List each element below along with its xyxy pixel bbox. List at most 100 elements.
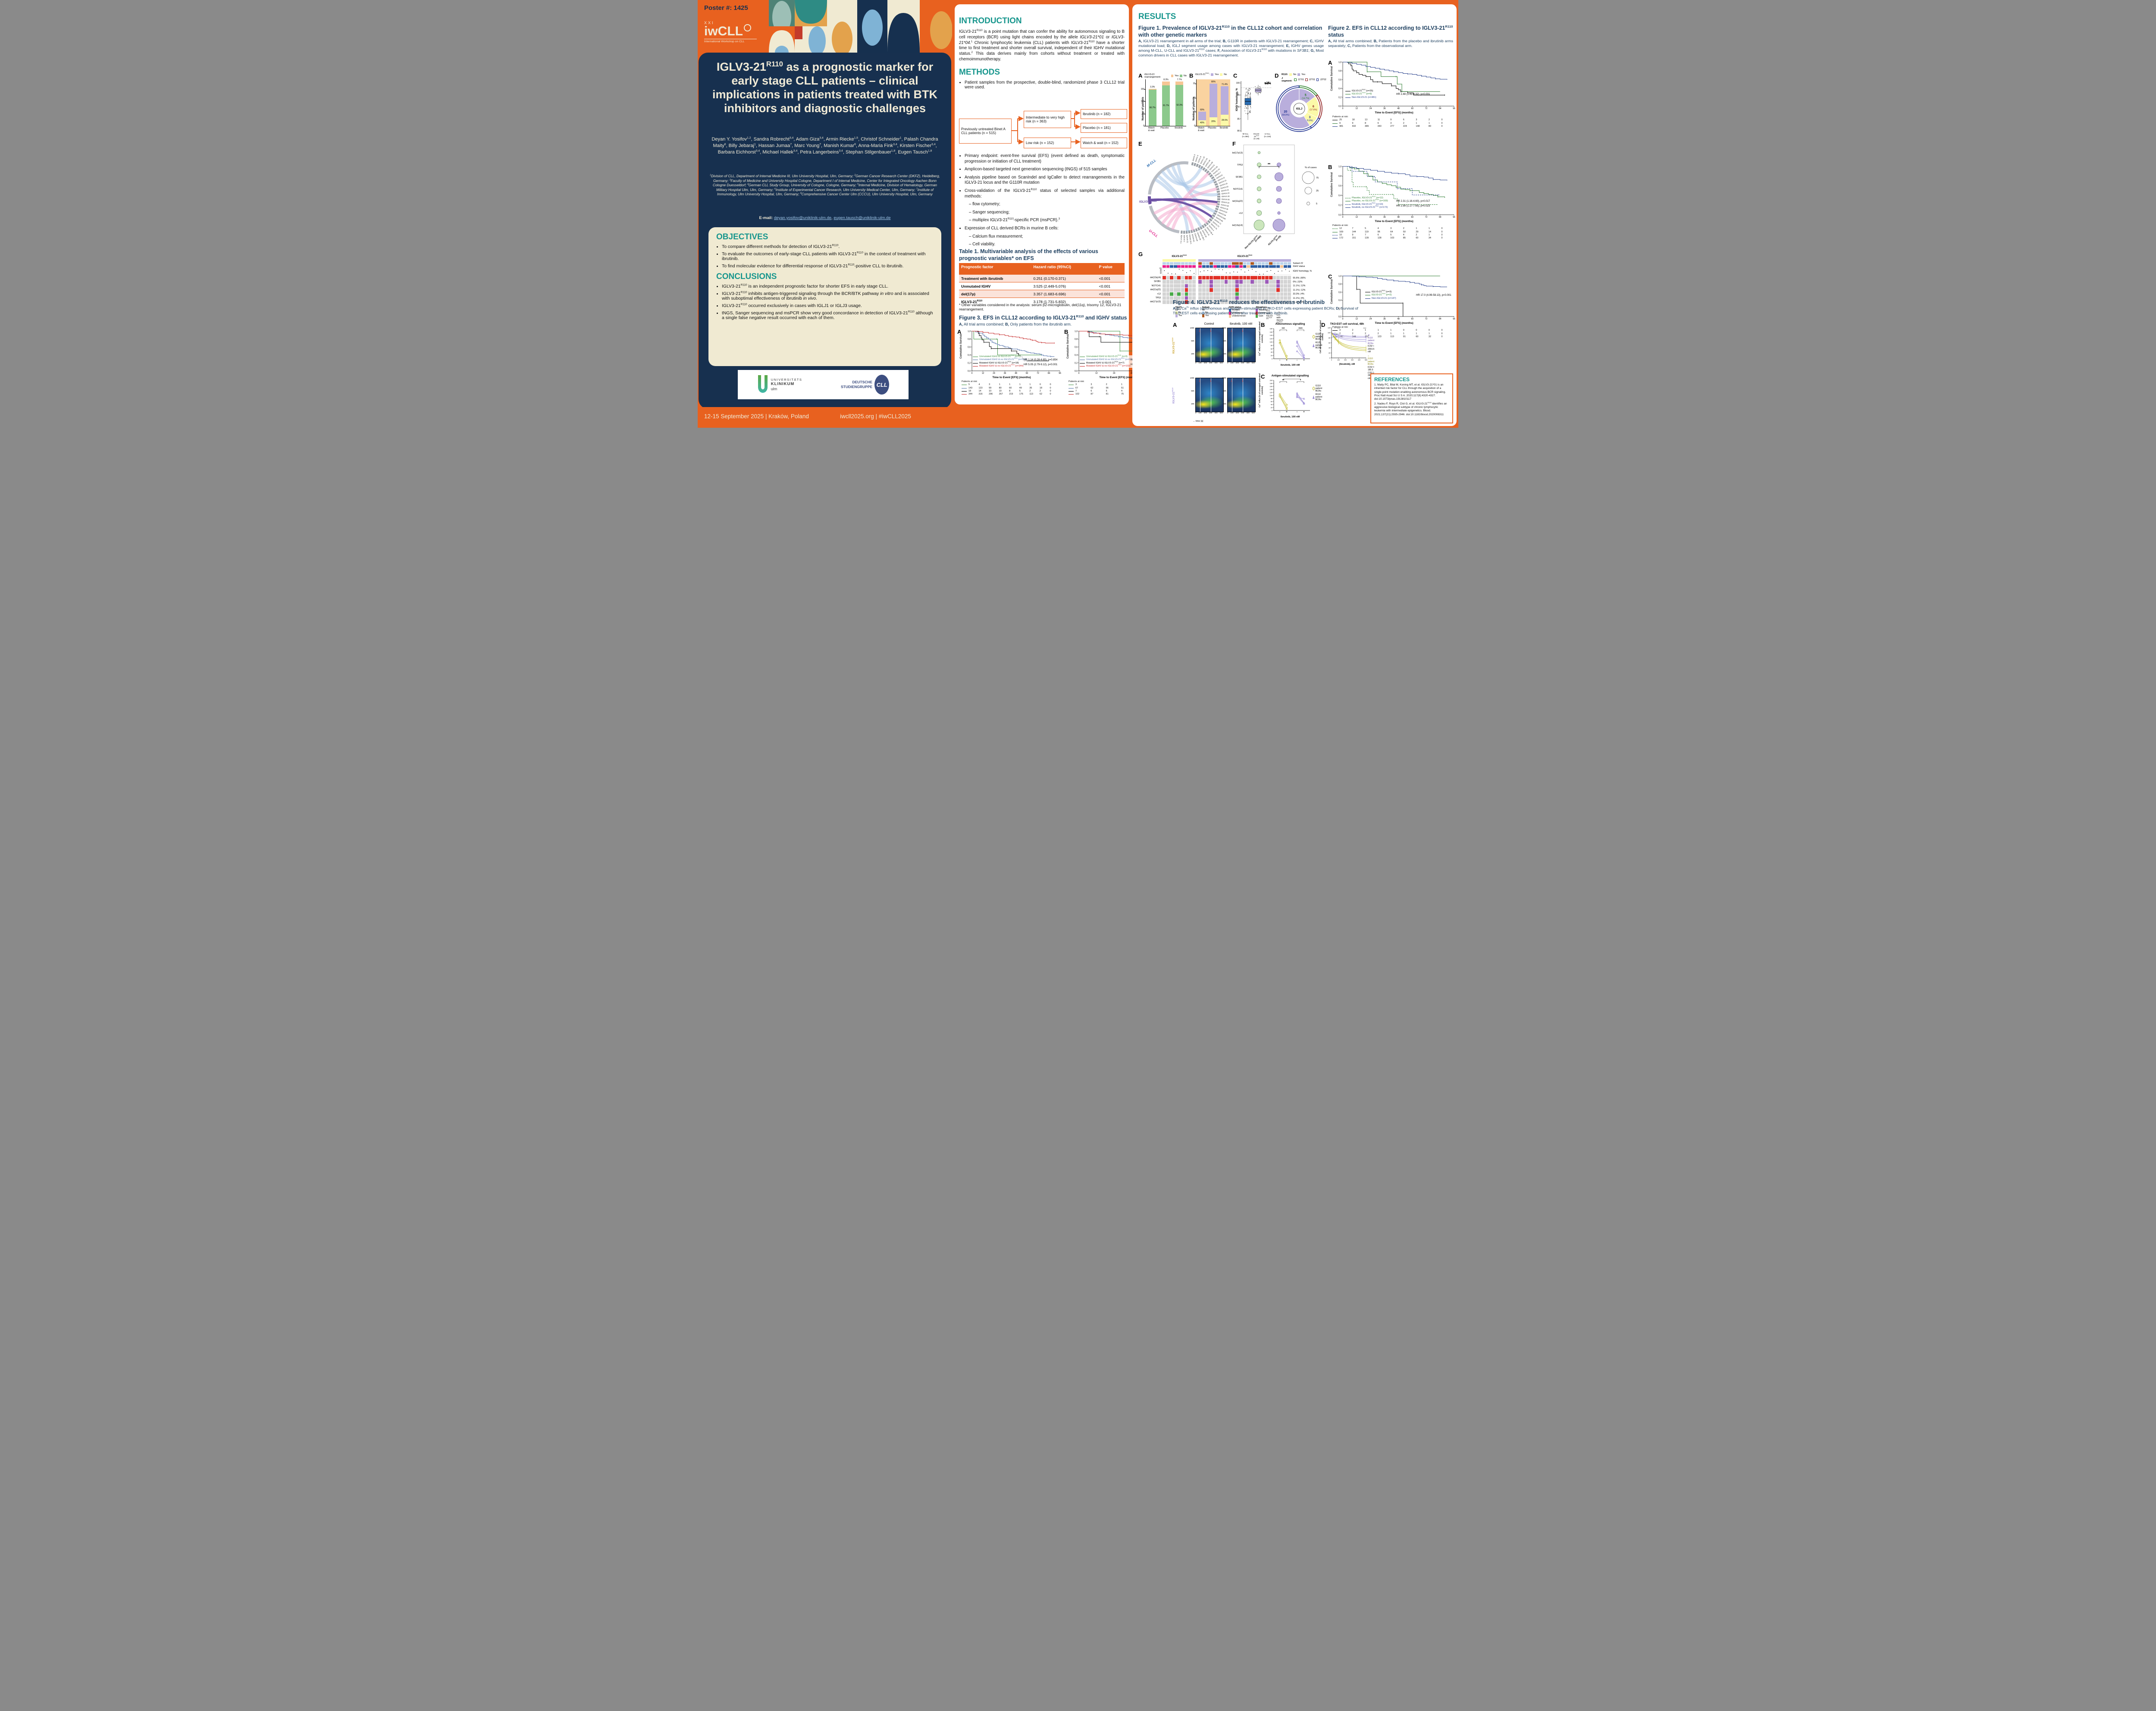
legend-swatch <box>1305 78 1308 81</box>
email-link-1[interactable]: deyan.yosifov@uniklinik-ulm.de <box>774 216 832 220</box>
risk-count: 0 <box>1050 389 1051 392</box>
chord-ribbon <box>1150 198 1212 218</box>
ighv-status-cell <box>1213 265 1217 268</box>
x-axis-label: Ibrutinib, 100 nM <box>1280 364 1300 367</box>
flow-placebo: Placebo (n = 181) <box>1081 123 1127 133</box>
figure3-panel-a: A 0,0 0,2 0,4 0,6 0,8 1,0 0 12 24 36 48 60 72 84 96 Cumu… <box>957 329 1061 403</box>
dcllsg-logo: DEUTSCHE STUDIENGRUPPE CLL <box>841 375 890 395</box>
group-header-r110: IGLV3-21R110 <box>1237 254 1253 258</box>
chart-text: 72 <box>1037 372 1039 375</box>
y-tick: 20K <box>1191 403 1194 405</box>
onco-row-percent: 11.1% | 4% <box>1293 297 1304 300</box>
onco-cell <box>1202 288 1206 292</box>
risk-count: 4 <box>1403 233 1404 236</box>
subset2-cell <box>1269 262 1272 265</box>
objective-item: To compare different methods for detecti… <box>722 244 934 249</box>
bar-yes-label: 80% <box>1211 80 1216 83</box>
chart-text: 0,6 <box>1338 291 1341 294</box>
homology-dot <box>1270 270 1271 271</box>
legend-entry: IGLV3-21R110 (n=25) <box>1345 89 1376 93</box>
chart-text: 0 <box>1078 372 1080 375</box>
slope-line <box>1297 341 1304 355</box>
risk-count: 0 <box>1428 329 1430 332</box>
header-collage <box>769 0 952 53</box>
chart-text: 100 <box>1328 332 1330 334</box>
x-tick: 200 <box>1203 412 1207 414</box>
legend-entry: R110 patient BCRs <box>1313 342 1324 349</box>
km-curve <box>1343 62 1448 80</box>
onco-cell <box>1221 292 1224 296</box>
legend-title: IGLV3-21R110: <box>1195 72 1210 76</box>
onco-cell <box>1181 280 1185 284</box>
onco-cell <box>1247 276 1250 280</box>
homology-dot <box>1207 270 1208 271</box>
homology-dot <box>1164 270 1165 271</box>
chart-text: 0 <box>1342 318 1344 320</box>
onco-cell <box>1198 292 1202 296</box>
onco-cell <box>1265 292 1269 296</box>
group-label-r110: IGLV3-21R110 <box>1139 200 1157 204</box>
x-axis-label: Time to Event [EFS] (months) <box>1099 376 1138 379</box>
onco-cell <box>1235 276 1239 280</box>
onco-cell <box>1269 280 1272 284</box>
onco-legend-item: Yes <box>1175 314 1182 317</box>
figure1-panel-g: G IGLV3-21G110 IGLV3-21R110 100 98 96 94 92 del(… <box>1138 251 1324 324</box>
homology-dot <box>1222 269 1223 270</box>
gene-label: IGHV4-59 <box>1194 233 1198 242</box>
methods-bullet: Primary endpoint: event-free survival (E… <box>965 154 1125 164</box>
bubble-row-label: TP53 <box>1237 164 1243 166</box>
onco-legend-title: Subset #2 <box>1202 306 1210 311</box>
ighv-status-cell <box>1243 265 1247 268</box>
x-tick: 500 <box>1219 412 1223 414</box>
x-tick: 0 <box>1227 362 1228 364</box>
onco-cell <box>1224 276 1228 280</box>
chord-band <box>1209 174 1213 178</box>
slice-count: 3 <box>1309 116 1311 119</box>
chord-band <box>1203 223 1207 227</box>
chart-text: 0,0 <box>1075 370 1078 373</box>
onco-cell <box>1188 300 1192 304</box>
uulm-line2: KLINIKUM <box>771 381 795 386</box>
onco-cell <box>1243 300 1247 304</box>
chart-text: 36 <box>1383 216 1386 219</box>
risk-count: 87 <box>1091 393 1094 396</box>
onco-cell <box>1198 288 1202 292</box>
onco-cell <box>1232 300 1235 304</box>
onco-cell <box>1228 296 1232 300</box>
legend-label: Ibrutinib, IGLV3-21R110 (n=10) <box>1352 202 1383 206</box>
onco-cell <box>1210 300 1213 304</box>
ighv-status-cell <box>1250 265 1254 268</box>
risk-count: 2 <box>1428 119 1430 122</box>
figure3-title: Figure 3. EFS in CLL12 according to IGLV… <box>959 314 1127 321</box>
slice-count: 5 <box>1305 94 1307 97</box>
legend-label: Mutated IGHV & IGLV3-21R110 (n=18) <box>979 360 1019 364</box>
onco-cell <box>1213 300 1217 304</box>
onco-cell <box>1198 280 1202 284</box>
hr-annotations: HR 2.48 (1.42-4.32), p=0.001 <box>1396 92 1430 97</box>
hr-text: HR 5.05 (2.79-9.12), p<0.001 <box>1024 364 1058 367</box>
ighv-status-cell <box>1206 265 1210 268</box>
chord-band <box>1213 212 1217 215</box>
risk-label: Patients at risk: <box>1332 326 1348 329</box>
gene-label: IGHV3-21 <box>1221 188 1229 192</box>
risk-count: 7 <box>1365 233 1366 236</box>
table1-footnote: * Other variables considered in the anal… <box>959 303 1122 311</box>
onco-cell <box>1280 288 1284 292</box>
risk-count: 3 <box>1390 122 1392 125</box>
risk-row: 481 432 389 343 277 224 148 80 0 <box>1332 125 1454 128</box>
onco-cell <box>1287 296 1291 300</box>
chart-text: 36 <box>1131 372 1133 375</box>
risk-count: 10 <box>1339 233 1342 236</box>
onco-cell <box>1232 292 1235 296</box>
risk-swatch <box>1069 388 1074 389</box>
km-curve <box>1343 276 1447 287</box>
risk-count: 7 <box>1352 227 1354 230</box>
onco-cell <box>1280 300 1284 304</box>
email-link-2[interactable]: eugen.tausch@uniklinik-ulm.de <box>834 216 891 220</box>
onco-cell <box>1258 292 1261 296</box>
footer-links[interactable]: iwcll2025.org | #iwCLL2025 <box>840 413 911 420</box>
chart-text: 48 <box>1397 107 1400 110</box>
chart-text: 200 <box>1270 380 1272 382</box>
legend-label: Unmutated IGHV & IGLV3-21R110 (n=5) <box>979 354 1021 358</box>
